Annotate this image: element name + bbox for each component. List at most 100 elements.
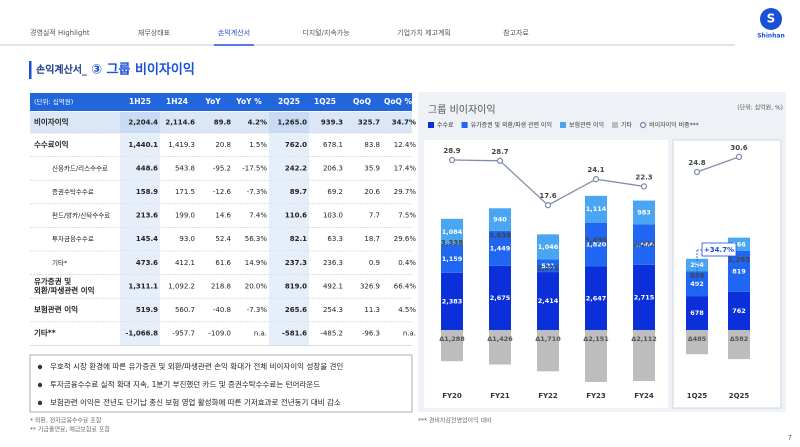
logo-glyph: S — [767, 12, 776, 26]
total-label: 1,265 — [728, 256, 750, 264]
ratio-point — [496, 157, 504, 164]
table-cell: -581.6 — [282, 330, 307, 338]
ratio-label: 28.7 — [491, 148, 508, 156]
table-cell: 265.6 — [285, 306, 307, 314]
bullet-dot — [37, 364, 43, 370]
bar-segment — [633, 224, 655, 265]
table-col-highlight — [269, 227, 309, 251]
table-cell: -17.5% — [242, 164, 267, 172]
logo-icon — [760, 8, 782, 30]
table-cell: 1,419.3 — [168, 141, 195, 149]
table-header-cell: 1H25 — [129, 97, 151, 106]
table-cell: 448.6 — [136, 164, 158, 172]
table-cell: 762.0 — [285, 141, 307, 149]
bar-segment — [441, 244, 463, 273]
total-label: 939 — [690, 272, 705, 280]
bar-segment — [585, 266, 607, 331]
total-label: 2,271 — [537, 265, 559, 273]
table-cell: 473.6 — [136, 259, 158, 267]
chart-unit: (단위: 십억원, %) — [737, 104, 783, 112]
table-cell: 325.7 — [358, 119, 380, 127]
table-col-highlight — [269, 112, 309, 133]
bar-segment — [537, 259, 559, 273]
legend-marker — [461, 122, 468, 128]
bar-segment — [489, 330, 511, 365]
bar-segment — [441, 218, 463, 245]
bar-segment — [537, 330, 559, 372]
table-header-bg — [30, 93, 412, 111]
title-main: ③ 그룹 비이자이익 — [91, 62, 195, 78]
table-cell: 158.9 — [136, 188, 158, 196]
table-col-highlight — [120, 133, 160, 157]
bar-value-label: Δ1,288 — [439, 335, 465, 343]
table-header-cell: YoY % — [235, 97, 262, 106]
page-number: 7 — [788, 434, 792, 442]
total-label: 3,430 — [585, 237, 607, 245]
bar-value-label: 1,114 — [586, 205, 607, 213]
table-col-highlight — [269, 251, 309, 275]
table-cell: 7.7 — [369, 212, 380, 220]
table-cell: 492.1 — [323, 282, 343, 290]
table-cell: 66.4% — [394, 282, 417, 290]
ratio-line — [696, 156, 740, 173]
table-cell: 2,204.4 — [128, 119, 158, 127]
footnote: ** 기금출연료, 예금보험료 포함 — [30, 426, 110, 434]
legend-marker — [639, 121, 647, 129]
bar-value-label: 2,675 — [490, 294, 511, 302]
table-cell: 14.6 — [215, 212, 231, 220]
title-accent — [29, 61, 32, 79]
table-cell: -1,066.8 — [125, 330, 158, 338]
table-cell: 4.5% — [398, 306, 416, 314]
bar-value-label: Δ2,112 — [631, 335, 657, 343]
legend-marker — [612, 122, 619, 128]
bar-value-label: 1,686 — [634, 241, 655, 249]
ratio-label: 17.6 — [539, 192, 556, 200]
legend-marker — [559, 122, 566, 128]
table-header-cell: 1Q25 — [314, 97, 336, 106]
total-label: 3,638 — [489, 232, 511, 240]
legend-marker — [428, 122, 434, 128]
bar-value-label: 2,383 — [442, 298, 463, 306]
bar-value-label: Δ1,710 — [535, 335, 561, 343]
table-cell: 242.2 — [285, 164, 307, 172]
bar-value-label: 940 — [493, 216, 507, 224]
ratio-point — [592, 176, 600, 183]
table-col-highlight — [120, 112, 160, 133]
ratio-label: 24.1 — [587, 166, 604, 174]
table-cell: 1,092.2 — [168, 282, 195, 290]
bar-value-label: 983 — [637, 208, 651, 216]
bullet-text: 우호적 시장 환경에 따른 유가증권 및 외환/파생관련 손익 확대가 전체 비… — [50, 361, 343, 371]
bar-value-label: 819 — [732, 267, 746, 275]
table-col-highlight — [120, 274, 160, 299]
bar-value-label: 2,715 — [634, 294, 655, 302]
table-cell: 82.1 — [290, 235, 307, 243]
bar-value-label: 1,820 — [586, 241, 607, 249]
table-row-label: 펀드/방카/신탁수수료 — [52, 211, 110, 220]
table-header-cell: YoY — [204, 97, 221, 106]
table-col-highlight — [120, 227, 160, 251]
annotation-box — [701, 242, 737, 257]
table-col-highlight — [269, 203, 309, 228]
table-cell: 2,114.6 — [165, 119, 195, 127]
table-cell: 83.8 — [364, 141, 380, 149]
table-cell: 218.8 — [211, 282, 231, 290]
table-cell: -7.3% — [247, 188, 268, 196]
title-prefix: 손익계산서_ — [36, 63, 87, 76]
table-row-label: 비이자이익 — [34, 117, 69, 127]
table-cell: -95.2 — [213, 164, 231, 172]
table-cell: 1,440.1 — [128, 141, 158, 149]
table-col-highlight — [120, 321, 160, 346]
table-cell: -109.0 — [208, 330, 231, 338]
legend-label: 유가증권 및 외환/파생 관련 이익 — [471, 121, 552, 129]
bar-segment — [633, 264, 655, 331]
table-col-highlight — [120, 251, 160, 275]
x-tick-label: FY23 — [586, 392, 606, 400]
ratio-point — [640, 183, 648, 190]
legend-label: 보험관련 이익 — [569, 121, 604, 129]
nav-tab: 디지털/지속가능 — [302, 28, 350, 37]
bullet-text: 보험관련 이익은 전년도 단기납 종신 보험 영업 활성화에 따른 기저효과로 … — [50, 397, 341, 407]
table-cell: 543.8 — [175, 164, 195, 172]
table-cell: 34.7% — [392, 119, 416, 127]
x-tick-label: 1Q25 — [687, 392, 708, 400]
table-cell: 12.4% — [394, 141, 417, 149]
